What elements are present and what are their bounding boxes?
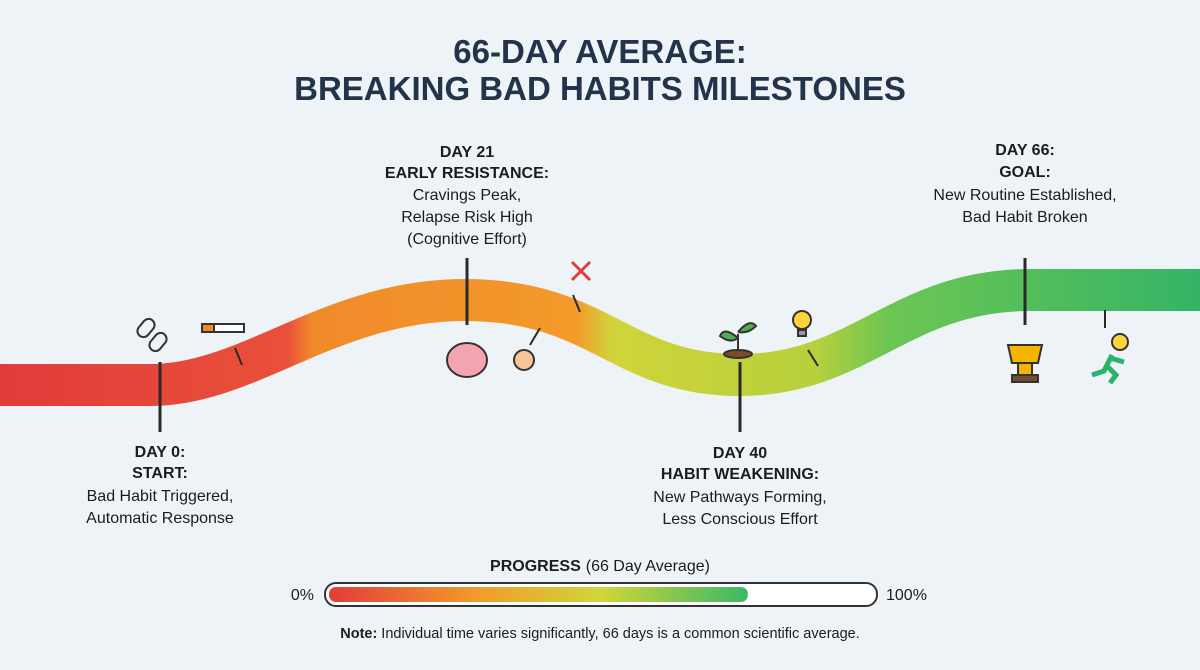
milestone-day: DAY 40 [713,445,767,462]
milestone-day: DAY 0: [135,444,186,461]
progress-title: PROGRESS (66 Day Average) [490,558,710,575]
note: Note: Individual time varies significantl… [340,626,860,642]
milestone-text: Less Conscious Effort [662,511,818,528]
milestone-text: (Cognitive Effort) [407,231,527,248]
milestone-heading: START: [132,465,188,482]
milestone-text: New Pathways Forming, [653,489,826,506]
milestone-text: Automatic Response [86,510,234,527]
milestone: DAY 66: GOAL: New Routine Established, B… [933,142,1116,226]
progress-wave [0,269,1200,406]
note-text: Individual time varies significantly, 66… [381,626,859,642]
note-label: Note: [340,626,377,642]
progress-min: 0% [291,587,314,604]
progress-sublabel: (66 Day Average) [586,558,710,575]
milestone: DAY 40 HABIT WEAKENING: New Pathways For… [653,445,826,528]
icons [136,260,1129,385]
milestone-text: Relapse Risk High [401,209,533,226]
milestone: DAY 21 EARLY RESISTANCE: Cravings Peak, … [385,144,549,248]
milestone-day: DAY 66: [995,142,1055,159]
milestone-text: New Routine Established, [933,187,1116,204]
progress-label: PROGRESS [490,558,581,575]
milestone-heading: HABIT WEAKENING: [661,466,819,483]
markers [158,258,1106,432]
milestone: DAY 0: START: Bad Habit Triggered, Autom… [86,444,234,527]
title: BREAKING BAD HABITS MILESTONES [294,70,906,107]
milestone-text: Cravings Peak, [413,187,522,204]
milestone-text: Bad Habit Triggered, [87,488,234,505]
title: 66-DAY AVERAGE: [453,33,746,70]
milestone-text: Bad Habit Broken [962,209,1087,226]
progress-fill [329,587,748,602]
milestone-heading: GOAL: [999,164,1051,181]
milestone-day: DAY 21 [440,144,494,161]
milestone-heading: EARLY RESISTANCE: [385,165,549,182]
progress-max: 100% [886,587,927,604]
